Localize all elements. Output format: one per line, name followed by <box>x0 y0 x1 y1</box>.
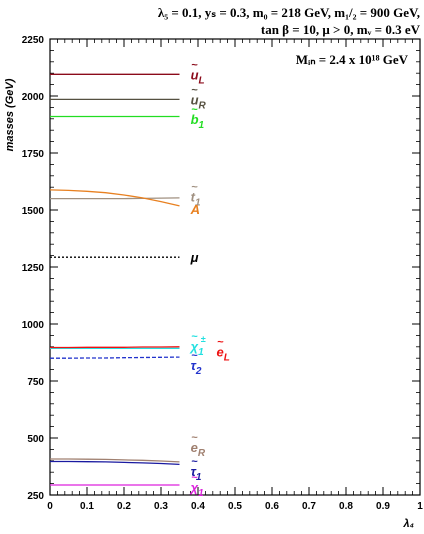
svg-text:χ1±: χ1± <box>189 334 206 358</box>
svg-text:A: A <box>190 202 200 217</box>
x-tick-label: 1 <box>417 501 423 512</box>
x-tick-label: 0 <box>47 501 53 512</box>
series-label: t1~ <box>191 181 201 208</box>
svg-text:τ2: τ2 <box>191 358 202 377</box>
plot-frame <box>49 38 421 496</box>
tilde-mark: ~ <box>191 84 198 96</box>
svg-text:μ: μ <box>190 250 199 265</box>
x-tick-label: 0.8 <box>339 501 353 512</box>
tilde-mark: ~ <box>217 336 224 348</box>
y-tick-label: 2250 <box>22 35 45 46</box>
tilde-mark: ~ <box>191 331 198 343</box>
y-tick-label: 1000 <box>22 320 45 331</box>
series-label: τ2~ <box>191 350 202 377</box>
svg-text:t1: t1 <box>191 189 201 208</box>
series-line <box>50 458 180 463</box>
x-axis-title: λ₄ <box>402 518 414 530</box>
series-label: χ1±~ <box>189 331 206 358</box>
series-label: uL~ <box>191 59 205 86</box>
y-axis-title: masses (GeV) <box>4 78 16 151</box>
x-tick-label: 0.5 <box>228 501 242 512</box>
x-tick-label: 0.9 <box>376 501 390 512</box>
series-line <box>50 356 180 359</box>
series-label: χ1~ <box>189 472 205 499</box>
y-tick-label: 1250 <box>22 263 45 274</box>
series-label: A <box>190 202 200 217</box>
x-tick-label: 0.4 <box>191 501 205 512</box>
x-tick-label: 0.7 <box>302 501 316 512</box>
tilde-mark: ~ <box>191 472 198 484</box>
tilde-mark: ~ <box>191 104 198 116</box>
y-tick-label: 250 <box>27 491 44 502</box>
tilde-mark: ~ <box>191 350 198 362</box>
y-tick-label: 1500 <box>22 206 45 217</box>
series-lines <box>49 73 180 486</box>
y-tick-label: 500 <box>27 434 44 445</box>
x-tick-label: 0.3 <box>154 501 168 512</box>
series-label: μ <box>190 250 199 265</box>
tilde-mark: ~ <box>191 432 198 444</box>
tilde-mark: ~ <box>191 59 198 71</box>
svg-text:τ1: τ1 <box>191 464 202 483</box>
tilde-mark: ~ <box>191 181 198 193</box>
series-line <box>50 197 180 200</box>
series-label: τ1~ <box>191 456 202 483</box>
x-tick-label: 0.6 <box>265 501 279 512</box>
header-line-1: λ₅ = 0.1, yₛ = 0.3, m₀ = 218 GeV, m₁/₂ =… <box>158 5 420 20</box>
y-tick-label: 750 <box>27 377 44 388</box>
tilde-mark: ~ <box>191 456 198 468</box>
x-tick-label: 0.1 <box>80 501 94 512</box>
header-line-2: tan β = 10, μ > 0, mᵥ = 0.3 eV <box>261 22 421 37</box>
y-tick-label: 1750 <box>22 149 45 160</box>
series-label: eL~ <box>217 336 230 363</box>
min-scale-annotation: Mᵢₙ = 2.4 x 10¹⁸ GeV <box>296 52 409 67</box>
axis-ticks: 0 0.1 0.2 0.3 0.4 0.5 0.6 0.7 0.8 0.9 125050075010… <box>22 35 423 512</box>
series-line <box>50 460 180 466</box>
series-line <box>50 346 180 349</box>
series-line <box>49 189 180 207</box>
y-tick-label: 2000 <box>22 92 45 103</box>
x-tick-label: 0.2 <box>117 501 131 512</box>
